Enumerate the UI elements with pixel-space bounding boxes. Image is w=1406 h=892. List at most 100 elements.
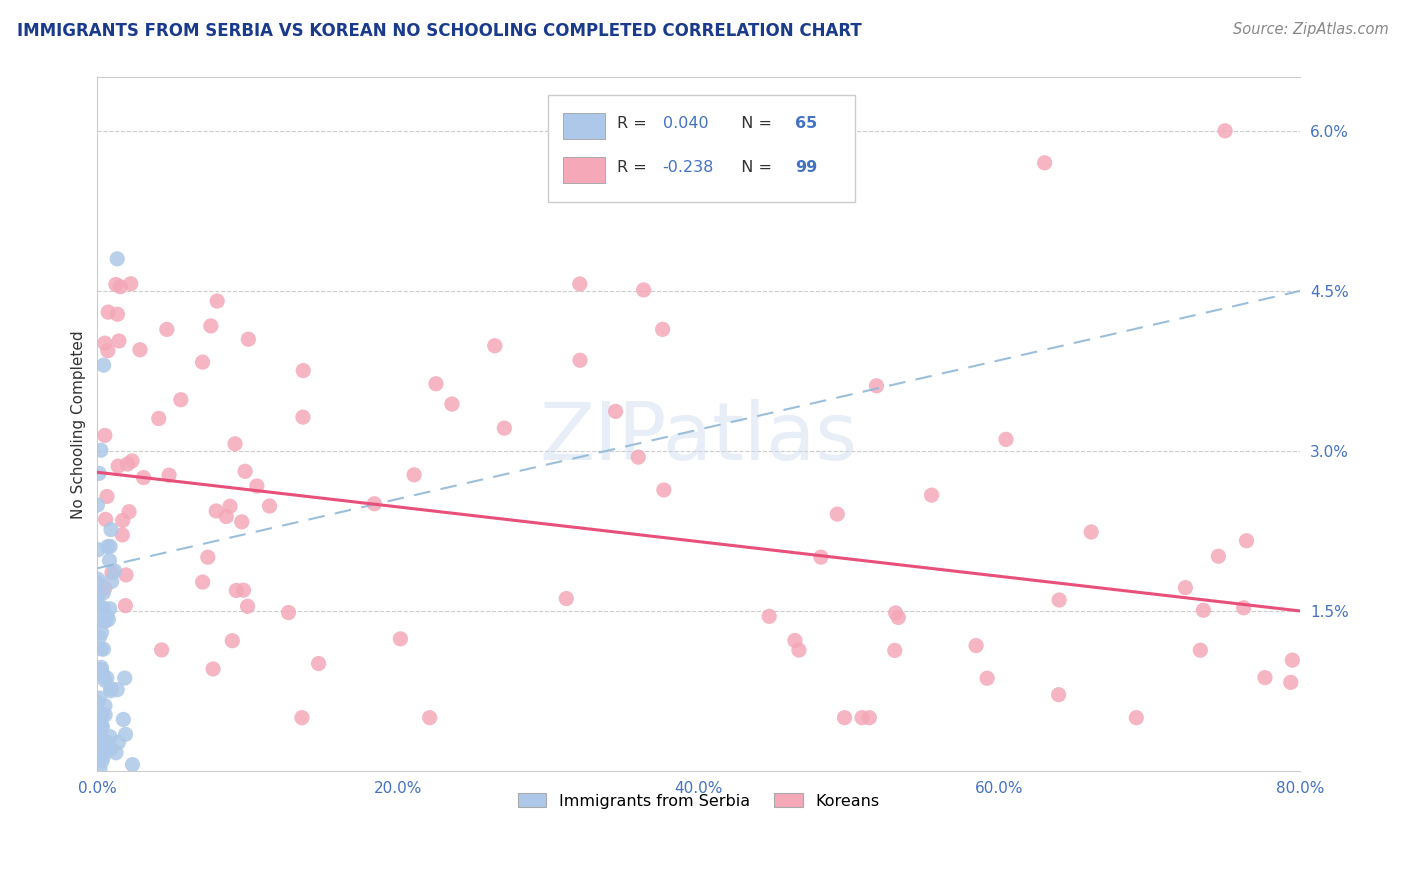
- Text: Source: ZipAtlas.com: Source: ZipAtlas.com: [1233, 22, 1389, 37]
- Point: [121, 757, 143, 772]
- Point: [191, 575, 214, 590]
- Text: R =: R =: [617, 117, 652, 131]
- Point: [200, 318, 222, 333]
- Text: 99: 99: [794, 160, 817, 175]
- Point: [120, 277, 142, 291]
- Point: [633, 283, 655, 297]
- Point: [851, 711, 873, 725]
- Point: [94, 698, 117, 713]
- Point: [114, 727, 136, 741]
- Point: [1236, 533, 1258, 548]
- Point: [484, 339, 506, 353]
- Point: [97, 613, 120, 627]
- Point: [98, 553, 121, 567]
- Point: [98, 601, 121, 615]
- Point: [96, 671, 118, 685]
- Point: [605, 404, 627, 418]
- Text: N =: N =: [731, 117, 778, 131]
- Point: [89, 749, 111, 764]
- Point: [87, 726, 110, 740]
- Point: [107, 307, 129, 321]
- Point: [117, 457, 139, 471]
- Point: [100, 523, 122, 537]
- Point: [170, 392, 193, 407]
- Point: [197, 550, 219, 565]
- Point: [810, 550, 832, 565]
- Point: [834, 711, 856, 725]
- Point: [232, 583, 254, 598]
- Point: [105, 682, 128, 697]
- Point: [91, 707, 114, 722]
- Point: [98, 540, 121, 554]
- Point: [107, 459, 129, 474]
- Point: [94, 428, 117, 442]
- Point: [89, 691, 111, 706]
- Point: [118, 505, 141, 519]
- Point: [1047, 688, 1070, 702]
- Point: [292, 363, 315, 377]
- Point: [94, 614, 117, 628]
- Point: [103, 564, 125, 578]
- Point: [205, 504, 228, 518]
- Point: [94, 336, 117, 351]
- Point: [150, 643, 173, 657]
- Point: [1189, 643, 1212, 657]
- Point: [91, 600, 114, 615]
- Point: [90, 625, 112, 640]
- Point: [97, 305, 120, 319]
- Point: [90, 663, 112, 677]
- Point: [404, 467, 426, 482]
- Point: [627, 450, 650, 464]
- Point: [652, 483, 675, 497]
- Point: [202, 662, 225, 676]
- Point: [994, 433, 1017, 447]
- Point: [921, 488, 943, 502]
- Point: [440, 397, 463, 411]
- Point: [555, 591, 578, 606]
- Point: [219, 500, 242, 514]
- Point: [231, 515, 253, 529]
- Point: [104, 277, 127, 292]
- Point: [191, 355, 214, 369]
- Point: [87, 542, 110, 557]
- Point: [758, 609, 780, 624]
- FancyBboxPatch shape: [562, 112, 605, 139]
- Point: [87, 589, 110, 603]
- Point: [236, 599, 259, 614]
- Point: [87, 467, 110, 481]
- Point: [827, 507, 849, 521]
- Point: [89, 762, 111, 776]
- Text: R =: R =: [617, 160, 652, 175]
- Point: [91, 720, 114, 734]
- Point: [215, 509, 238, 524]
- Point: [89, 614, 111, 628]
- Point: [148, 411, 170, 425]
- Text: ZIPatlas: ZIPatlas: [540, 399, 858, 477]
- Point: [884, 606, 907, 620]
- Point: [157, 468, 180, 483]
- Point: [883, 643, 905, 657]
- Point: [965, 639, 987, 653]
- Point: [100, 681, 122, 696]
- Point: [90, 718, 112, 732]
- Point: [291, 410, 314, 425]
- Point: [93, 586, 115, 600]
- Point: [221, 633, 243, 648]
- Point: [94, 673, 117, 688]
- Point: [225, 583, 247, 598]
- Point: [787, 643, 810, 657]
- Point: [93, 668, 115, 682]
- Point: [112, 713, 135, 727]
- Point: [98, 730, 121, 744]
- Point: [1192, 603, 1215, 617]
- Point: [86, 716, 108, 731]
- Point: [87, 730, 110, 744]
- Point: [111, 528, 134, 542]
- Point: [569, 353, 592, 368]
- Point: [363, 497, 385, 511]
- Text: 65: 65: [794, 117, 817, 131]
- Point: [156, 322, 179, 336]
- Point: [205, 294, 228, 309]
- Point: [132, 470, 155, 484]
- Point: [1281, 653, 1303, 667]
